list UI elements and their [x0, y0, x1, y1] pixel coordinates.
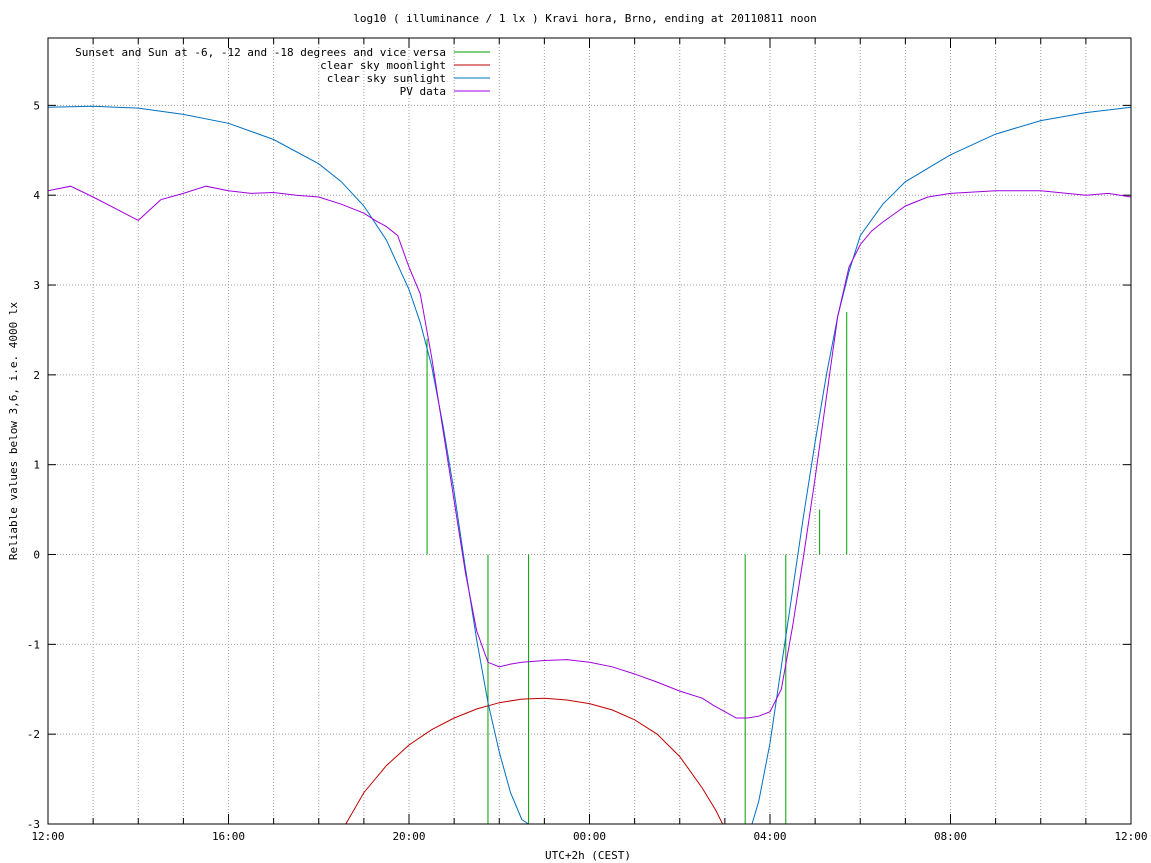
legend-entry-label: clear sky moonlight: [320, 59, 446, 72]
moonlight-line: [345, 697, 724, 824]
legend-entry-label: Sunset and Sun at -6, -12 and -18 degree…: [75, 46, 446, 59]
pv-data-line: [48, 185, 1131, 719]
moonlight-line: [345, 697, 724, 824]
y-tick-label: 5: [33, 99, 40, 112]
x-tick-label: 16:00: [212, 830, 245, 843]
sun-angle-lines: [426, 311, 848, 824]
y-tick-label: 2: [33, 369, 40, 382]
y-tick-label: 3: [33, 279, 40, 292]
x-axis-label: UTC+2h (CEST): [545, 849, 631, 862]
y-tick-label: 1: [33, 459, 40, 472]
x-tick-label: 12:00: [31, 830, 64, 843]
y-axis-label: Reliable values below 3,6, i.e. 4000 lx: [7, 301, 20, 560]
x-tick-label: 00:00: [573, 830, 606, 843]
sunlight-line: [48, 105, 1131, 824]
y-tick-label: -3: [27, 818, 40, 831]
y-tick-label: -2: [27, 728, 40, 741]
x-tick-label: 08:00: [934, 830, 967, 843]
axis-ticks: -3 -2 -1 0 1 2 3 4 5 12:00 16:00 20:00 00:00 04:00 08:…: [27, 38, 1148, 843]
x-tick-label: 04:00: [753, 830, 786, 843]
pv-data-line: [48, 185, 1131, 719]
x-tick-label: 20:00: [392, 830, 425, 843]
x-tick-label: 12:00: [1114, 830, 1147, 843]
legend-entry-label: PV data: [400, 85, 446, 98]
legend: Sunset and Sun at -6, -12 and -18 degree…: [75, 46, 490, 98]
chart-title: log10 ( illuminance / 1 lx ) Kravi hora,…: [353, 12, 817, 25]
plot-frame: [47, 37, 1132, 825]
y-tick-label: -1: [27, 638, 40, 651]
sunlight-line: [48, 105, 1131, 824]
grid: [48, 38, 1131, 824]
legend-entry-label: clear sky sunlight: [327, 72, 446, 85]
plot-series: [48, 105, 1131, 824]
y-tick-label: 0: [33, 549, 40, 562]
y-tick-label: 4: [33, 189, 40, 202]
